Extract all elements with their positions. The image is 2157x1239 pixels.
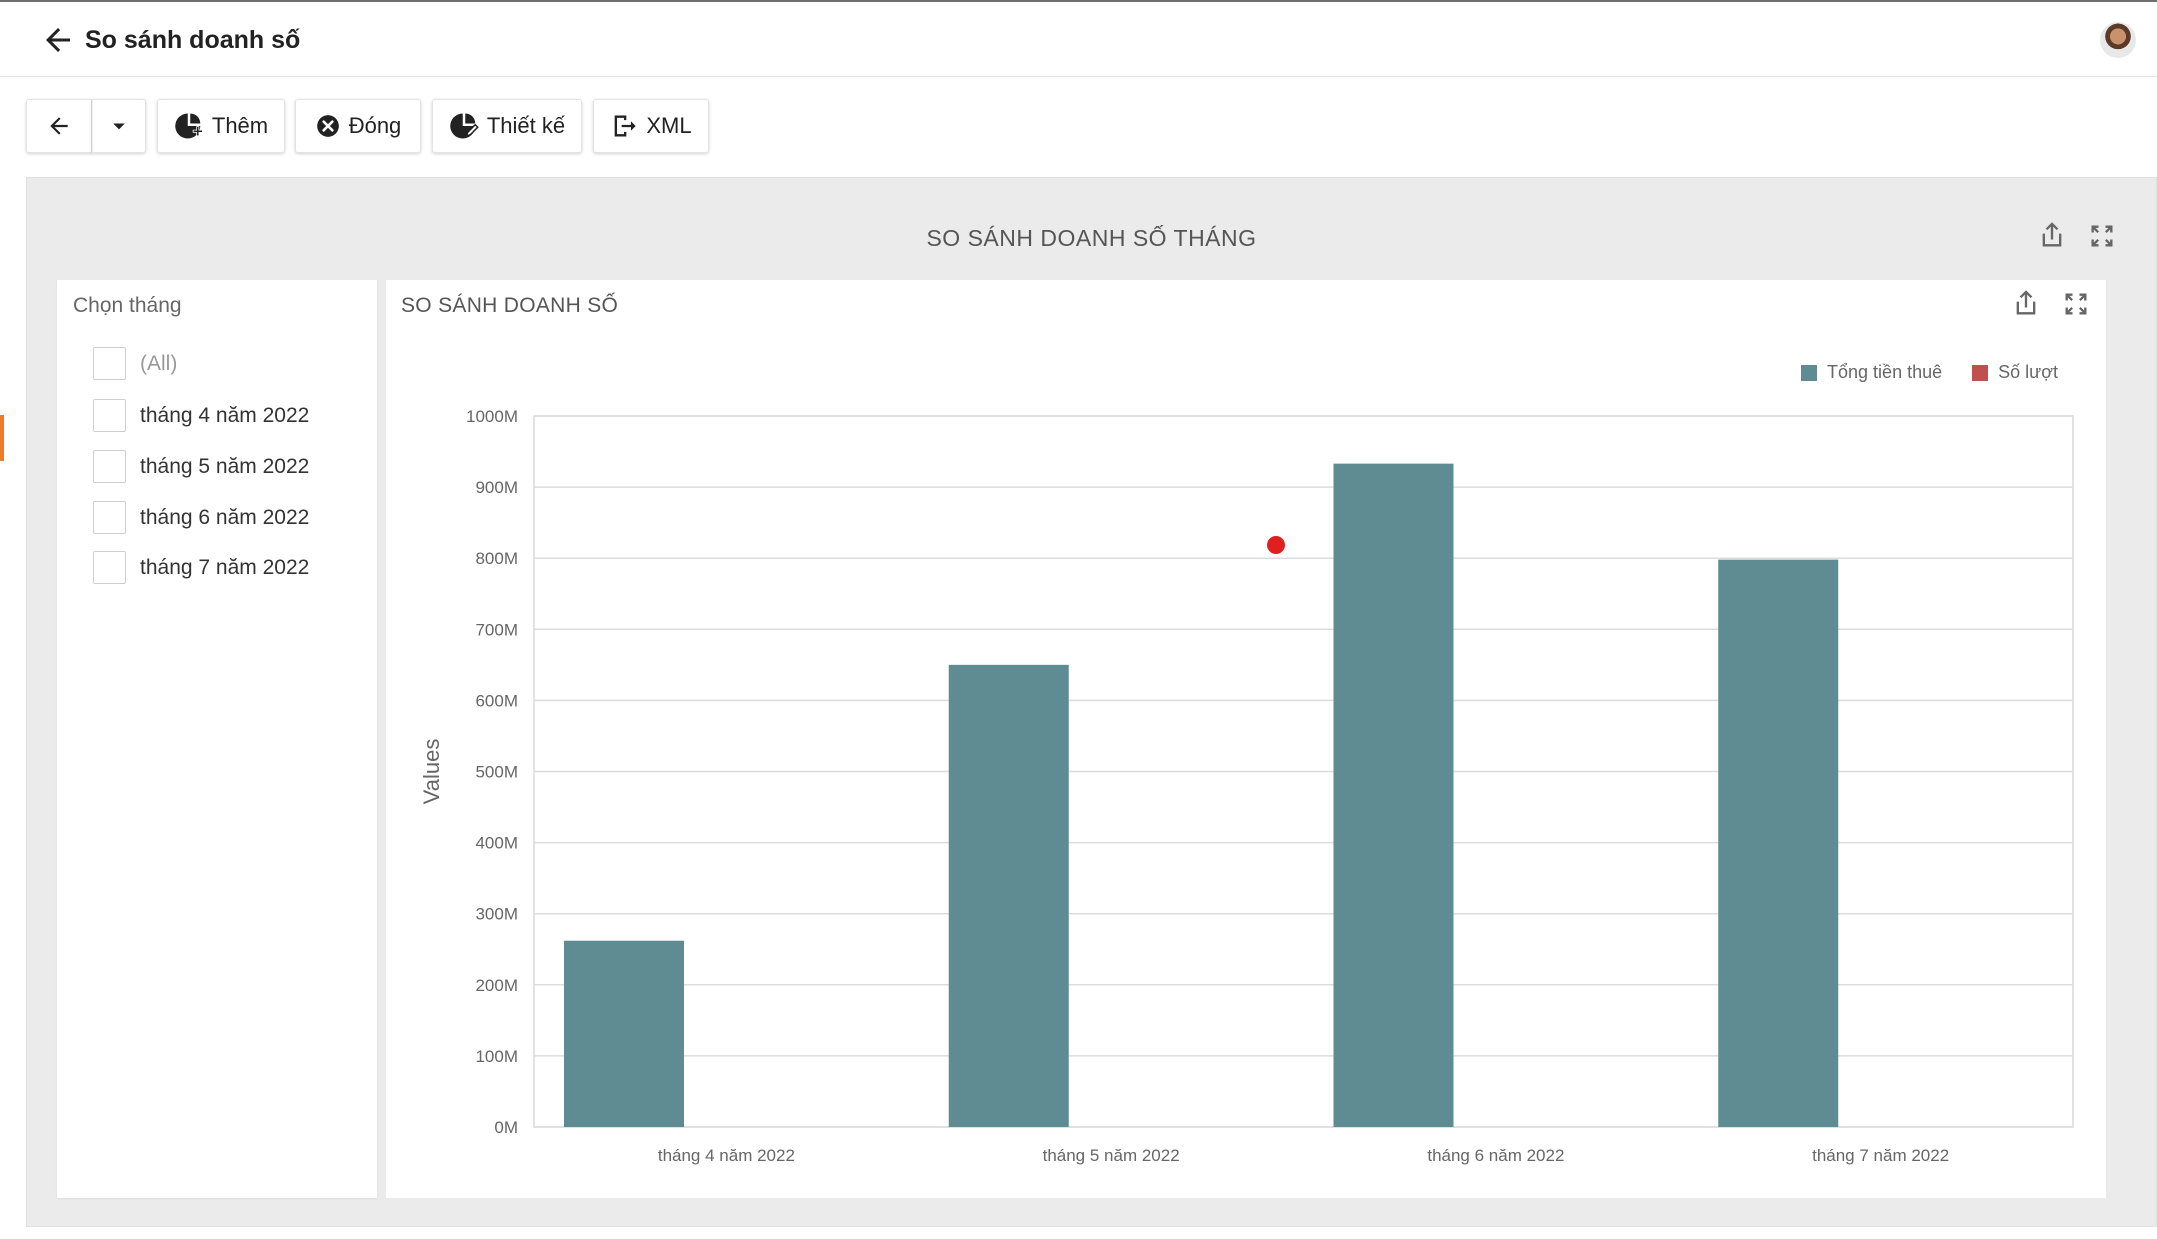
chart-actions bbox=[2012, 290, 2090, 318]
checkbox[interactable] bbox=[93, 347, 126, 380]
design-button-label: Thiết kế bbox=[486, 113, 566, 138]
checkbox[interactable] bbox=[93, 399, 126, 432]
avatar[interactable] bbox=[2100, 22, 2136, 58]
y-tick-label: 1000M bbox=[466, 407, 518, 426]
y-tick-label: 800M bbox=[475, 549, 518, 568]
chart-legend: Tổng tiền thuê Số lượt bbox=[1771, 362, 2058, 383]
filter-item-month-5[interactable]: tháng 5 năm 2022 bbox=[93, 450, 309, 483]
fullscreen-icon bbox=[2091, 225, 2113, 247]
y-tick-label: 200M bbox=[475, 976, 518, 995]
x-tick-label: tháng 4 năm 2022 bbox=[658, 1146, 795, 1165]
legend-item-series-1[interactable]: Tổng tiền thuê bbox=[1801, 362, 1942, 383]
bar bbox=[1718, 559, 1839, 1127]
share-icon bbox=[2016, 290, 2036, 315]
y-tick-label: 0M bbox=[494, 1118, 518, 1137]
caret-down-icon bbox=[113, 123, 125, 130]
xml-export-button[interactable]: XML bbox=[593, 99, 709, 153]
legend-label: Tổng tiền thuê bbox=[1827, 362, 1943, 382]
filter-title: Chọn tháng bbox=[73, 294, 182, 317]
y-tick-label: 900M bbox=[475, 478, 518, 497]
dashboard-title: SO SÁNH DOANH SỐ THÁNG bbox=[926, 225, 1257, 251]
close-button[interactable]: Đóng bbox=[295, 99, 421, 153]
legend-swatch bbox=[1801, 364, 1818, 381]
filter-item-label: tháng 7 năm 2022 bbox=[140, 555, 310, 579]
y-tick-label: 100M bbox=[475, 1047, 518, 1066]
x-tick-label: tháng 7 năm 2022 bbox=[1812, 1146, 1949, 1165]
close-circle-icon bbox=[316, 115, 339, 137]
legend-item-series-2[interactable]: Số lượt bbox=[1972, 362, 2058, 383]
y-tick-label: 400M bbox=[475, 834, 518, 853]
cursor-marker bbox=[1267, 536, 1285, 554]
top-border bbox=[0, 0, 2157, 2]
add-chart-icon bbox=[175, 113, 203, 139]
dashboard-fullscreen-button[interactable] bbox=[2088, 222, 2116, 250]
export-icon bbox=[615, 115, 637, 137]
legend-label: Số lượt bbox=[1998, 362, 2058, 382]
legend-swatch bbox=[1972, 364, 1989, 381]
y-tick-label: 700M bbox=[475, 620, 518, 639]
filter-item-label: tháng 4 năm 2022 bbox=[140, 403, 310, 427]
y-axis-title: Values bbox=[419, 739, 444, 805]
share-icon bbox=[2042, 222, 2062, 247]
y-tick-label: 500M bbox=[475, 763, 518, 782]
design-button[interactable]: Thiết kế bbox=[432, 99, 582, 153]
bar bbox=[948, 664, 1069, 1127]
filter-item-all[interactable]: (All) bbox=[93, 347, 177, 380]
chart-title: SO SÁNH DOANH SỐ bbox=[401, 294, 619, 317]
checkbox[interactable] bbox=[93, 551, 126, 584]
left-accent-bar bbox=[0, 415, 4, 461]
checkbox[interactable] bbox=[93, 450, 126, 483]
xml-button-label: XML bbox=[646, 113, 692, 138]
dashboard-export-button[interactable] bbox=[2038, 222, 2066, 250]
x-tick-label: tháng 5 năm 2022 bbox=[1043, 1146, 1180, 1165]
filter-item-label: tháng 5 năm 2022 bbox=[140, 454, 310, 478]
chart-export-button[interactable] bbox=[2012, 290, 2040, 318]
add-button-label: Thêm bbox=[211, 113, 269, 138]
arrow-left-icon bbox=[46, 28, 70, 52]
bar bbox=[564, 940, 684, 1127]
dashboard-actions bbox=[2038, 222, 2116, 250]
add-button[interactable]: Thêm bbox=[157, 99, 285, 153]
filter-item-label: tháng 6 năm 2022 bbox=[140, 505, 310, 529]
bar-chart: 0M 100M 200M 300M 400M 500M 600M 700M 800M 900M 10… bbox=[419, 407, 2074, 1165]
chart-card: 0M 100M 200M 300M 400M 500M 600M 700M 800M 900M 10… bbox=[386, 280, 2106, 1198]
app-header: So sánh doanh số bbox=[0, 2, 2157, 77]
filter-item-month-6[interactable]: tháng 6 năm 2022 bbox=[93, 501, 309, 534]
chart-fullscreen-button[interactable] bbox=[2062, 290, 2090, 318]
dashboard-panel: SO SÁNH DOANH SỐ THÁNG Chọn tháng (All) bbox=[26, 177, 2157, 1227]
x-tick-label: tháng 6 năm 2022 bbox=[1427, 1146, 1564, 1165]
y-tick-label: 600M bbox=[475, 691, 518, 710]
design-chart-icon bbox=[450, 113, 479, 139]
filter-item-label: (All) bbox=[140, 351, 178, 375]
filter-item-month-7[interactable]: tháng 7 năm 2022 bbox=[93, 551, 309, 584]
month-filter-card: Chọn tháng (All) tháng 4 năm 2022 tháng … bbox=[57, 280, 377, 1198]
history-dropdown-button[interactable] bbox=[92, 99, 146, 153]
close-button-label: Đóng bbox=[348, 113, 402, 138]
checkbox[interactable] bbox=[93, 501, 126, 534]
bar bbox=[1333, 463, 1454, 1128]
back-nav-button[interactable] bbox=[26, 99, 92, 153]
filter-item-month-4[interactable]: tháng 4 năm 2022 bbox=[93, 399, 309, 432]
arrow-left-icon bbox=[50, 117, 68, 135]
page-title: So sánh doanh số bbox=[85, 26, 301, 54]
back-button[interactable] bbox=[40, 22, 76, 58]
fullscreen-icon bbox=[2065, 293, 2087, 315]
y-tick-label: 300M bbox=[475, 905, 518, 924]
